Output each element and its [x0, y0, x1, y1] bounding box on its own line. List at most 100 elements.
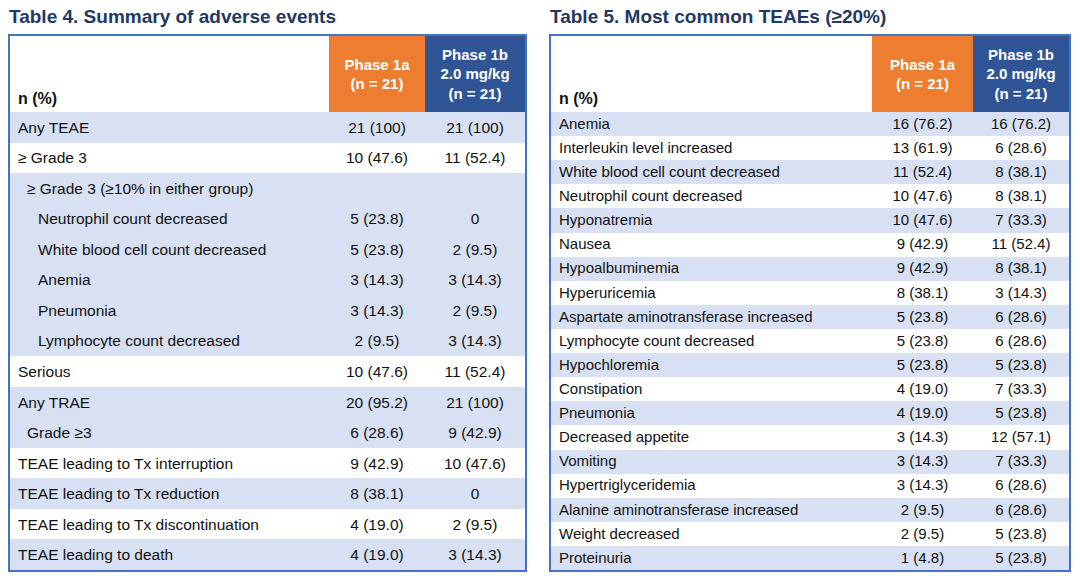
phase-1b-value: 6 (28.6) [973, 333, 1069, 350]
phase-1a-value: 2 (9.5) [872, 502, 973, 519]
row-label: Hypertriglyceridemia [551, 477, 872, 494]
panel-summary-of-adverse-events: Table 4. Summary of adverse events n (%)… [8, 6, 527, 572]
table-row: ≥ Grade 3 (≥10% in either group) [10, 173, 525, 204]
phase-1a-value: 8 (38.1) [872, 285, 973, 302]
phase-1a-value: 3 (14.3) [872, 477, 973, 494]
table-title: Table 5. Most common TEAEs (≥20%) [550, 6, 1071, 28]
row-label: Neutrophil count decreased [10, 210, 329, 227]
phase-1b-value: 21 (100) [425, 394, 525, 411]
table-row: Lymphocyte count decreased2 (9.5)3 (14.3… [10, 326, 525, 357]
table-row: Vomiting3 (14.3)7 (33.3) [551, 450, 1069, 474]
row-label: Anemia [10, 271, 329, 288]
row-label: ≥ Grade 3 (≥10% in either group) [10, 180, 329, 197]
column-header-phase-1b: Phase 1b 2.0 mg/kg (n = 21) [425, 36, 525, 112]
phase-1a-value: 20 (95.2) [329, 394, 425, 411]
phase-1a-value: 13 (61.9) [872, 140, 973, 157]
table-header-row: n (%) Phase 1a (n = 21) Phase 1b 2.0 mg/… [10, 36, 525, 112]
table-row: Alanine aminotransferase increased2 (9.5… [551, 498, 1069, 522]
row-label: Pneumonia [551, 405, 872, 422]
phase-1b-value: 3 (14.3) [425, 546, 525, 563]
table-row: Hypoalbuminemia9 (42.9)8 (38.1) [551, 257, 1069, 281]
row-label: White blood cell count decreased [551, 164, 872, 181]
table-row: Grade ≥36 (28.6)9 (42.9) [10, 417, 525, 448]
phase-1a-value: 5 (23.8) [329, 241, 425, 258]
table-row: Lymphocyte count decreased5 (23.8)6 (28.… [551, 329, 1069, 353]
table-row: TEAE leading to Tx reduction8 (38.1)0 [10, 478, 525, 509]
table-body: Any TEAE21 (100)21 (100)≥ Grade 310 (47.… [10, 112, 525, 570]
row-label: Alanine aminotransferase increased [551, 502, 872, 519]
table-row: Any TRAE20 (95.2)21 (100) [10, 387, 525, 418]
column-header-n-pct: n (%) [551, 36, 872, 112]
row-label: Decreased appetite [551, 429, 872, 446]
table-row: Pneumonia3 (14.3)2 (9.5) [10, 295, 525, 326]
row-label: TEAE leading to Tx discontinuation [10, 516, 329, 533]
column-header-phase-1b: Phase 1b 2.0 mg/kg (n = 21) [973, 36, 1069, 112]
table-row: TEAE leading to Tx interruption9 (42.9)1… [10, 448, 525, 479]
table-row: Constipation4 (19.0)7 (33.3) [551, 377, 1069, 401]
phase-1a-value: 4 (19.0) [329, 516, 425, 533]
table-row: TEAE leading to death4 (19.0)3 (14.3) [10, 539, 525, 570]
table-row: Interleukin level increased13 (61.9)6 (2… [551, 136, 1069, 160]
row-label: Weight decreased [551, 526, 872, 543]
phase-1a-value: 2 (9.5) [329, 332, 425, 349]
phase-1b-value: 7 (33.3) [973, 453, 1069, 470]
phase-1b-value: 3 (14.3) [973, 285, 1069, 302]
row-label: Vomiting [551, 453, 872, 470]
phase-1b-value: 0 [425, 210, 525, 227]
table-row: White blood cell count decreased5 (23.8)… [10, 234, 525, 265]
row-label: Any TEAE [10, 119, 329, 136]
phase-1a-value: 4 (19.0) [872, 381, 973, 398]
poster-tables-page: Table 4. Summary of adverse events n (%)… [0, 0, 1080, 578]
phase-1a-value: 5 (23.8) [329, 210, 425, 227]
phase-1a-value: 5 (23.8) [872, 333, 973, 350]
table-row: Neutrophil count decreased5 (23.8)0 [10, 204, 525, 235]
table-row: Any TEAE21 (100)21 (100) [10, 112, 525, 143]
phase-1a-value: 2 (9.5) [872, 526, 973, 543]
phase-1a-value: 10 (47.6) [872, 188, 973, 205]
phase-1a-value: 9 (42.9) [872, 236, 973, 253]
phase-1b-value: 8 (38.1) [973, 188, 1069, 205]
row-label: White blood cell count decreased [10, 241, 329, 258]
phase-1b-value: 6 (28.6) [973, 309, 1069, 326]
row-label: TEAE leading to Tx interruption [10, 455, 329, 472]
row-label: Aspartate aminotransferase increased [551, 309, 872, 326]
table-row: Nausea9 (42.9)11 (52.4) [551, 233, 1069, 257]
phase-1b-value: 5 (23.8) [973, 550, 1069, 567]
row-label: Hyponatremia [551, 212, 872, 229]
phase-1a-value: 9 (42.9) [872, 260, 973, 277]
phase-1b-value: 5 (23.8) [973, 405, 1069, 422]
phase-1a-value: 3 (14.3) [329, 302, 425, 319]
phase-1a-value: 10 (47.6) [329, 363, 425, 380]
table-body: Anemia16 (76.2)16 (76.2)Interleukin leve… [551, 112, 1069, 570]
phase-1b-value: 8 (38.1) [973, 260, 1069, 277]
table-row: TEAE leading to Tx discontinuation4 (19.… [10, 509, 525, 540]
column-header-phase-1a: Phase 1a (n = 21) [872, 36, 973, 112]
phase-1a-value: 5 (23.8) [872, 357, 973, 374]
table-row: Weight decreased2 (9.5)5 (23.8) [551, 522, 1069, 546]
phase-1b-value: 11 (52.4) [973, 236, 1069, 253]
table-row: Aspartate aminotransferase increased5 (2… [551, 305, 1069, 329]
column-header-n-pct: n (%) [10, 36, 329, 112]
table-row: Neutrophil count decreased10 (47.6)8 (38… [551, 184, 1069, 208]
phase-1b-value: 8 (38.1) [973, 164, 1069, 181]
table-row: Hypochloremia5 (23.8)5 (23.8) [551, 353, 1069, 377]
adverse-events-table: n (%) Phase 1a (n = 21) Phase 1b 2.0 mg/… [8, 34, 527, 572]
phase-1b-value: 2 (9.5) [425, 302, 525, 319]
phase-1a-value: 4 (19.0) [329, 546, 425, 563]
table-row: White blood cell count decreased11 (52.4… [551, 160, 1069, 184]
teaes-table: n (%) Phase 1a (n = 21) Phase 1b 2.0 mg/… [549, 34, 1071, 572]
phase-1b-value: 3 (14.3) [425, 271, 525, 288]
phase-1b-value: 7 (33.3) [973, 381, 1069, 398]
table-row: Serious10 (47.6)11 (52.4) [10, 356, 525, 387]
phase-1b-value: 11 (52.4) [425, 363, 525, 380]
row-label: Nausea [551, 236, 872, 253]
table-title: Table 4. Summary of adverse events [9, 6, 527, 28]
row-label: Proteinuria [551, 550, 872, 567]
phase-1b-value: 6 (28.6) [973, 502, 1069, 519]
panel-most-common-teaes: Table 5. Most common TEAEs (≥20%) n (%) … [549, 6, 1071, 572]
phase-1b-value: 0 [425, 485, 525, 502]
phase-1b-value: 5 (23.8) [973, 526, 1069, 543]
column-header-phase-1a: Phase 1a (n = 21) [329, 36, 425, 112]
row-label: Lymphocyte count decreased [551, 333, 872, 350]
phase-1a-value: 21 (100) [329, 119, 425, 136]
